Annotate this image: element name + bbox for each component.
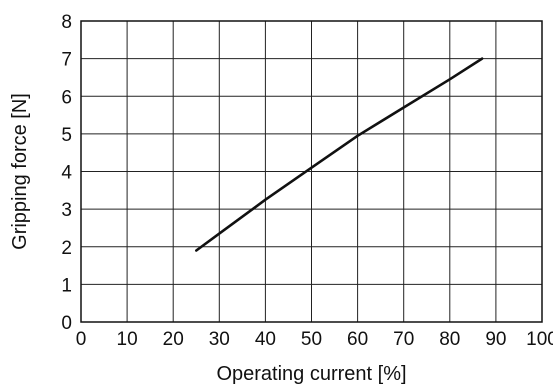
x-tick-label: 10: [117, 329, 138, 350]
grid: [80, 20, 543, 323]
plot-frame: [80, 20, 543, 323]
x-axis-ticks: 0 10 20 30 40 50 60 70 80 90 100: [76, 329, 553, 350]
x-axis-title: Operating current [%]: [216, 363, 406, 385]
y-tick-label: 8: [61, 12, 72, 33]
x-tick-label: 70: [393, 329, 414, 350]
x-tick-label: 40: [255, 329, 276, 350]
x-tick-label: 50: [301, 329, 322, 350]
y-tick-label: 7: [61, 50, 72, 71]
x-tick-label: 30: [209, 329, 230, 350]
y-tick-label: 0: [61, 313, 72, 334]
y-tick-label: 4: [61, 163, 72, 184]
x-tick-label: 100: [526, 329, 553, 350]
x-tick-label: 60: [347, 329, 368, 350]
x-tick-label: 0: [76, 329, 87, 350]
x-tick-label: 80: [439, 329, 460, 350]
y-tick-label: 6: [61, 87, 72, 108]
data-series-line: [195, 57, 484, 252]
y-tick-label: 2: [61, 238, 72, 259]
series-layer: [195, 57, 484, 252]
y-tick-label: 5: [61, 125, 72, 146]
y-tick-label: 3: [61, 200, 72, 221]
y-axis-ticks: 0 1 2 3 4 5 6 7 8: [61, 12, 72, 334]
y-axis-title: Gripping force [N]: [9, 93, 31, 250]
x-tick-label: 90: [485, 329, 506, 350]
x-tick-label: 20: [163, 329, 184, 350]
y-tick-label: 1: [61, 275, 72, 296]
